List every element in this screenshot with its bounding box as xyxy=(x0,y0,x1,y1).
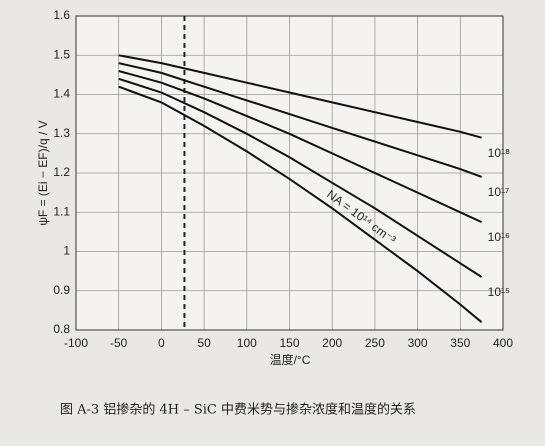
series-line xyxy=(118,85,483,323)
y-tick-label: 1.3 xyxy=(53,126,70,140)
x-tick-label: 50 xyxy=(197,336,211,350)
caption: 图 A-3 铝掺杂的 4H – SiC 中费米势与掺杂浓度和温度的关系 xyxy=(60,402,416,418)
series-line xyxy=(118,70,483,224)
x-tick-label: 100 xyxy=(237,336,257,350)
legend-label: 10¹⁵ xyxy=(488,285,510,299)
x-tick-label: -100 xyxy=(64,336,88,350)
y-tick-label: 1.1 xyxy=(53,204,70,218)
y-tick-label: 0.8 xyxy=(53,322,70,336)
x-tick-label: -50 xyxy=(110,336,128,350)
x-tick-label: 350 xyxy=(450,336,470,350)
y-tick-label: 1.4 xyxy=(53,87,70,101)
y-tick-label: 1.5 xyxy=(53,47,70,61)
y-tick-label: 1.2 xyxy=(53,165,70,179)
x-tick-label: 300 xyxy=(408,336,428,350)
plot-frame xyxy=(75,15,504,331)
legend-label: 10¹⁶ xyxy=(488,230,510,244)
x-tick-label: 150 xyxy=(279,336,299,350)
y-tick-label: 1 xyxy=(63,244,70,258)
legend-label: 10¹⁷ xyxy=(488,185,510,199)
y-tick-label: 1.6 xyxy=(53,8,70,22)
x-tick-label: 200 xyxy=(322,336,342,350)
legend-label: 10¹⁸ xyxy=(488,146,510,160)
series-line xyxy=(118,77,483,278)
y-axis-label: ψF = (Ei − EF)/q / V xyxy=(36,120,50,225)
x-tick-label: 0 xyxy=(158,336,165,350)
x-tick-label: 400 xyxy=(493,336,513,350)
series-line xyxy=(118,62,482,178)
y-tick-label: 0.9 xyxy=(53,283,70,297)
x-tick-label: 250 xyxy=(365,336,385,350)
x-axis-label: 温度/°C xyxy=(270,352,311,367)
series-line xyxy=(118,54,482,139)
